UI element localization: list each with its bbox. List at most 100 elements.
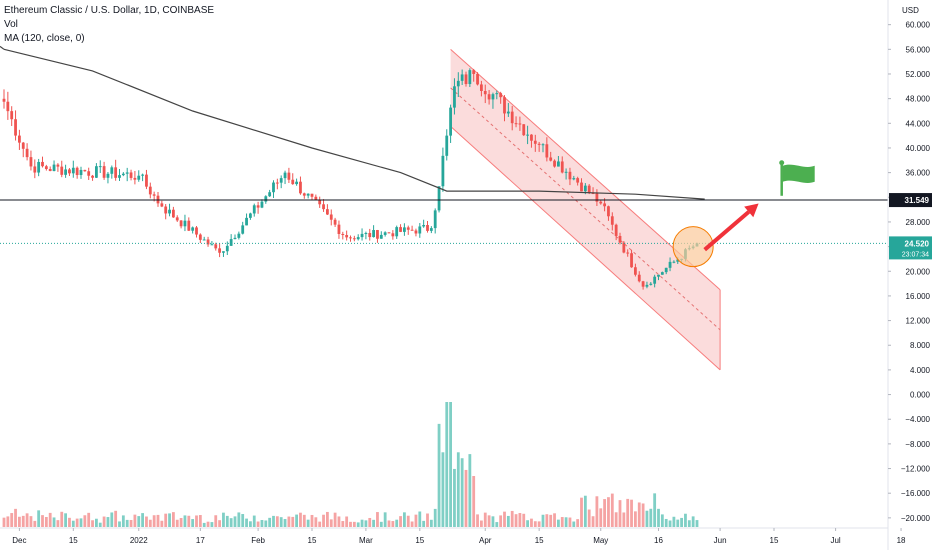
candle-body xyxy=(287,172,291,180)
volume-bar xyxy=(64,513,67,527)
volume-bar xyxy=(299,512,302,527)
candle-body xyxy=(160,203,164,207)
volume-bar xyxy=(637,502,641,527)
candle-body xyxy=(572,178,576,180)
volume-bar xyxy=(634,511,637,527)
candle-body xyxy=(449,107,452,136)
volume-bar xyxy=(156,514,160,527)
volume-bar xyxy=(329,519,333,527)
volume-bar xyxy=(275,516,279,527)
arrow-head xyxy=(744,203,759,218)
date-tick-label: 15 xyxy=(69,536,78,545)
candle-body xyxy=(52,164,56,172)
date-tick-label: Dec xyxy=(12,536,26,545)
volume-bar xyxy=(6,516,10,527)
candle-body xyxy=(634,267,637,275)
annotations[interactable] xyxy=(672,160,815,268)
candle-body xyxy=(229,239,233,246)
candle-body xyxy=(503,97,506,114)
volume-bar xyxy=(607,497,610,527)
candle-body xyxy=(264,196,268,202)
volume-bar xyxy=(599,508,603,527)
candle-body xyxy=(41,161,44,167)
countdown-label: 23:07:34 xyxy=(902,251,929,258)
volume-bar xyxy=(37,510,41,527)
ma-legend[interactable]: MA (120, close, 0) xyxy=(4,33,85,44)
candle-body xyxy=(272,182,275,193)
candle-body xyxy=(510,111,514,124)
volume-bar xyxy=(245,518,248,527)
candlestick-series xyxy=(2,68,699,290)
candle-body xyxy=(403,227,406,232)
volume-bar xyxy=(657,508,660,527)
candle-body xyxy=(83,169,87,172)
candle-body xyxy=(476,73,479,85)
candle-body xyxy=(125,172,129,174)
candle-body xyxy=(668,261,672,268)
candle-body xyxy=(352,238,356,240)
price-tick-label: 16.000 xyxy=(906,292,931,301)
volume-bar xyxy=(102,516,106,527)
volume-bar xyxy=(410,521,414,527)
candle-body xyxy=(483,90,487,95)
candle-body xyxy=(441,155,445,187)
volume-bar xyxy=(672,516,676,527)
symbol-title[interactable]: Ethereum Classic / U.S. Dollar, 1D, COIN… xyxy=(4,5,215,16)
candle-body xyxy=(10,111,14,120)
level-price-tag xyxy=(889,193,932,208)
volume-bar xyxy=(295,514,298,527)
volume-bar xyxy=(372,519,375,527)
candle-body xyxy=(499,93,503,98)
date-tick-label: 15 xyxy=(415,536,424,545)
candle-body xyxy=(195,227,198,235)
candle-body xyxy=(491,94,495,100)
candle-body xyxy=(279,178,283,183)
candle-body xyxy=(225,245,229,252)
candle-body xyxy=(376,230,379,239)
date-tick-label: 2022 xyxy=(130,536,148,545)
volume-bar xyxy=(533,521,537,527)
volume-bar xyxy=(687,520,691,527)
candle-body xyxy=(14,119,17,136)
volume-bar xyxy=(445,402,449,527)
candle-body xyxy=(283,172,287,179)
price-axis-unit: USD xyxy=(902,6,919,15)
volume-bar xyxy=(553,513,556,527)
volume-bar xyxy=(210,522,214,527)
candle-body xyxy=(576,178,580,183)
candle-body xyxy=(541,144,545,146)
volume-bar xyxy=(610,493,614,527)
date-tick-label: Jun xyxy=(714,536,727,545)
candle-body xyxy=(526,134,529,136)
volume-legend[interactable]: Vol xyxy=(4,19,18,30)
candle-body xyxy=(580,182,583,192)
candle-body xyxy=(64,169,67,175)
candle-body xyxy=(429,228,433,231)
candle-body xyxy=(657,274,660,277)
time-axis[interactable]: Dec 15 2022 17 Feb 15 Mar 15 Apr 15 May 16 Jun 15 Jul 1… xyxy=(0,527,932,545)
volume-bar xyxy=(33,520,37,527)
horizontal-level[interactable] xyxy=(0,199,888,244)
candle-body xyxy=(583,185,587,192)
price-axis[interactable]: USD 60.000 56.000 52.000 48.000 44.000 40.000 3… xyxy=(887,0,932,550)
candle-body xyxy=(302,193,306,196)
volume-bar xyxy=(141,513,144,527)
volume-bar xyxy=(653,493,657,527)
price-tick-label: 12.000 xyxy=(906,317,931,326)
candle-body xyxy=(260,201,264,208)
candle-body xyxy=(426,225,429,231)
candle-body xyxy=(333,219,337,225)
volume-bar xyxy=(391,521,395,527)
candle-body xyxy=(48,168,52,172)
candle-body xyxy=(245,217,248,226)
volume-bar xyxy=(368,517,372,527)
volume-bar xyxy=(129,519,133,527)
volume-bar xyxy=(645,510,649,527)
volume-bar xyxy=(214,515,218,527)
candle-body xyxy=(71,167,75,174)
candle-body xyxy=(422,225,426,227)
volume-bar xyxy=(260,520,264,527)
candle-body xyxy=(360,233,364,238)
